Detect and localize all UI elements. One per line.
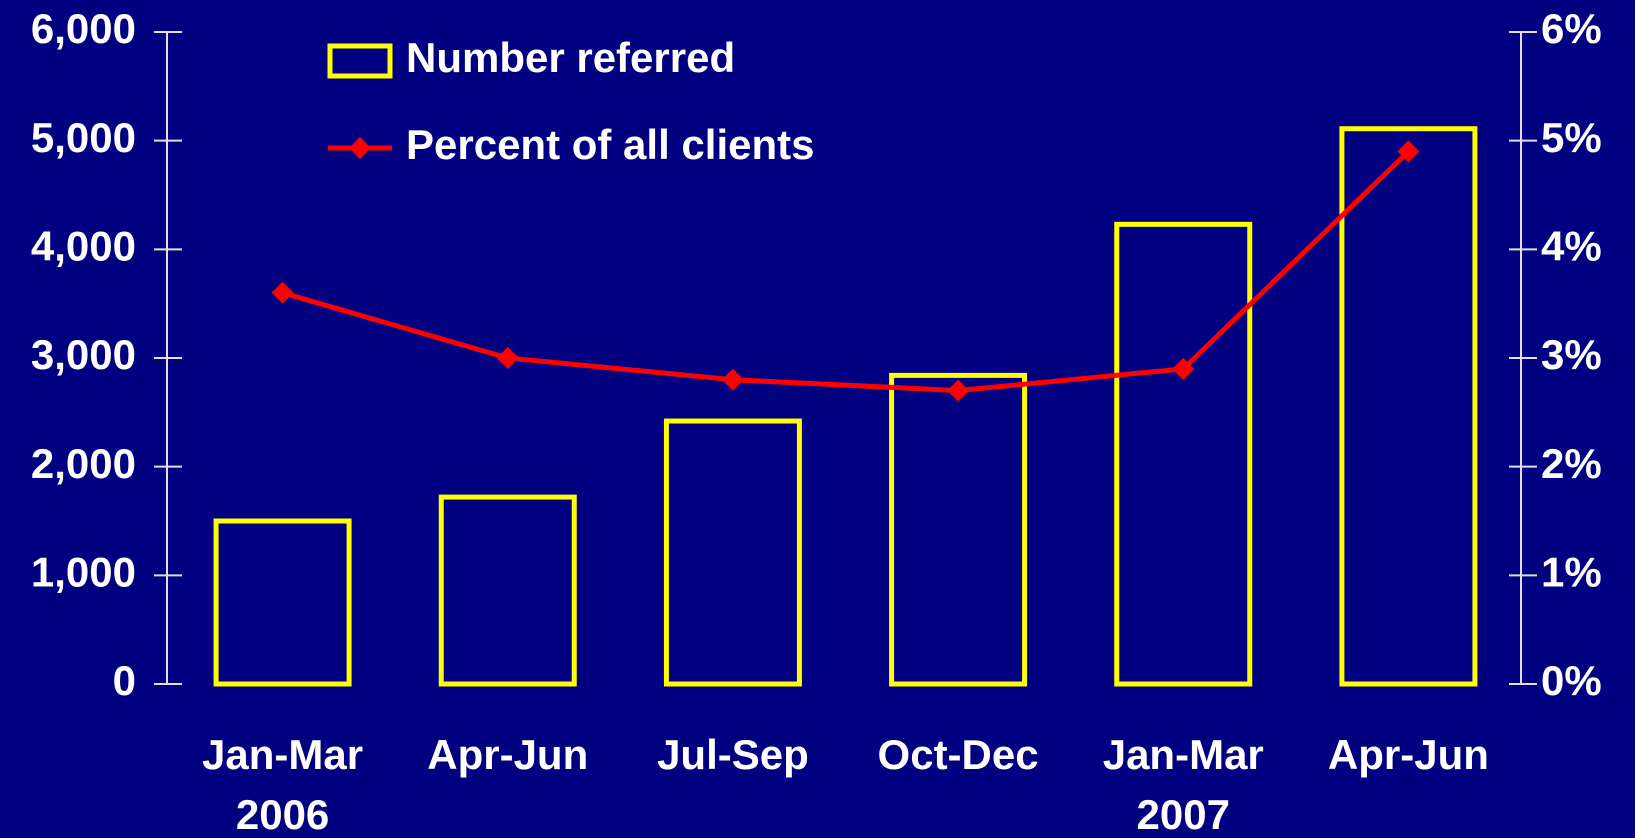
bar [663,418,802,687]
bar [438,494,577,687]
legend-label: Percent of all clients [406,121,814,168]
y-tick-label: 0 [113,657,136,704]
bar [1114,221,1253,687]
y-tick-label: 5,000 [31,114,136,161]
x-tick-label: Oct-Dec [878,731,1039,778]
marker [947,379,970,402]
legend-swatch [327,43,393,79]
legend-label: Number referred [406,34,735,81]
y-tick-label: 1,000 [31,548,136,595]
x-tick-label: Jan-Mar [1103,731,1264,778]
line [281,149,1411,394]
y-tick-label: 2,000 [31,440,136,487]
marker [271,281,294,304]
marker [721,368,744,391]
x-tick-label: Jan-Mar [202,731,363,778]
bar [1339,126,1478,687]
x-tick-label: Apr-Jun [1328,731,1489,778]
marker [1172,357,1195,380]
year-label: 2007 [1137,791,1230,838]
y2-tick-label: 4% [1541,222,1602,269]
marker [496,347,519,369]
y2-tick-label: 1% [1541,548,1602,595]
y2-tick-label: 3% [1541,331,1602,378]
y-tick-label: 4,000 [31,222,136,269]
y-tick-label: 6,000 [31,5,136,52]
marker [1397,140,1420,163]
y2-tick-label: 0% [1541,657,1602,704]
x-tick-label: Apr-Jun [427,731,588,778]
x-tick-label: Jul-Sep [657,731,809,778]
bar [213,518,352,687]
legend-marker [349,137,371,159]
year-label: 2006 [236,791,329,838]
y2-tick-label: 2% [1541,440,1602,487]
y2-tick-label: 6% [1541,5,1602,52]
bar [889,372,1028,687]
y2-tick-label: 5% [1541,114,1602,161]
y-tick-label: 3,000 [31,331,136,378]
